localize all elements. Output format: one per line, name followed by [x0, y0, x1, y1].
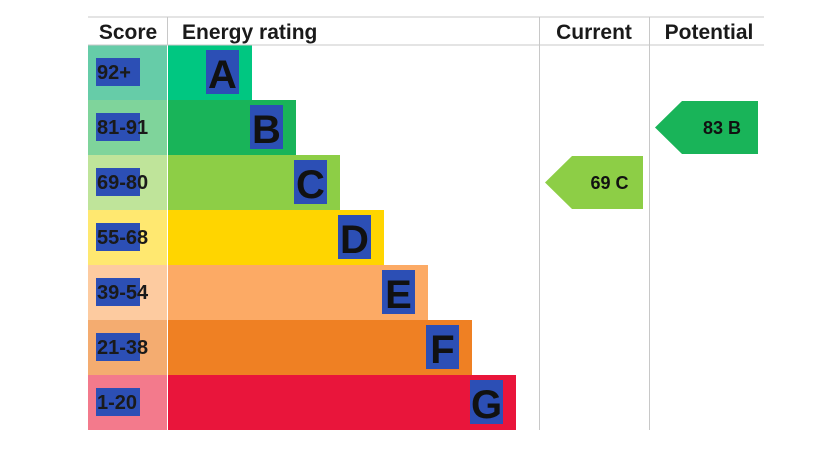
bands-layer: 92+ A 81-91 B 69-80 C 55-68 D 39-54 E 21-38 F 1-20 G	[88, 45, 516, 430]
header-current: Current	[556, 21, 632, 44]
grid-layer	[88, 16, 764, 430]
band-letter-highlight	[206, 50, 239, 94]
rating-bar-g	[168, 375, 516, 430]
current-rating-arrow-shape	[545, 156, 643, 209]
band-letter-highlight	[470, 380, 503, 424]
band-f: 21-38 F	[88, 320, 472, 375]
score-range-e: 39-54	[97, 282, 149, 304]
score-label-highlight	[96, 278, 140, 306]
score-label-highlight	[96, 333, 140, 361]
score-range-f: 21-38	[97, 337, 148, 359]
header-score: Score	[99, 21, 157, 44]
score-range-c: 69-80	[97, 172, 148, 194]
score-range-g: 1-20	[97, 392, 137, 414]
band-letter-highlight	[250, 105, 283, 149]
band-a: 92+ A	[88, 45, 252, 100]
band-letter-b: B	[252, 108, 281, 152]
band-letter-highlight	[426, 325, 459, 369]
rating-bar-f	[168, 320, 472, 375]
arrows-layer: 69 C 83 B	[545, 101, 758, 209]
score-label-highlight	[96, 168, 140, 196]
band-b: 81-91 B	[88, 100, 296, 155]
potential-rating-arrow-label: 83 B	[703, 118, 741, 138]
band-letter-c: C	[296, 163, 325, 207]
score-label-highlight	[96, 113, 140, 141]
header-energy-rating: Energy rating	[182, 21, 317, 44]
band-letter-highlight	[338, 215, 371, 259]
band-c: 69-80 C	[88, 155, 340, 210]
score-range-a: 92+	[97, 62, 131, 84]
score-label-highlight	[96, 223, 140, 251]
score-label-highlight	[96, 58, 140, 86]
score-range-d: 55-68	[97, 227, 148, 249]
current-rating-arrow: 69 C	[545, 156, 643, 209]
band-letter-highlight	[294, 160, 327, 204]
band-letter-d: D	[340, 218, 369, 262]
potential-rating-arrow-shape	[655, 101, 758, 154]
score-label-highlight	[96, 388, 140, 416]
potential-rating-arrow: 83 B	[655, 101, 758, 154]
band-letter-e: E	[385, 273, 412, 317]
band-e: 39-54 E	[88, 265, 428, 320]
current-rating-arrow-label: 69 C	[590, 173, 628, 193]
band-g: 1-20 G	[88, 375, 516, 430]
band-letter-a: A	[208, 53, 237, 97]
band-letter-highlight	[382, 270, 415, 314]
band-d: 55-68 D	[88, 210, 384, 265]
header-potential: Potential	[665, 21, 754, 44]
band-letter-f: F	[430, 328, 454, 372]
score-range-b: 81-91	[97, 117, 148, 139]
band-letter-g: G	[471, 383, 502, 427]
